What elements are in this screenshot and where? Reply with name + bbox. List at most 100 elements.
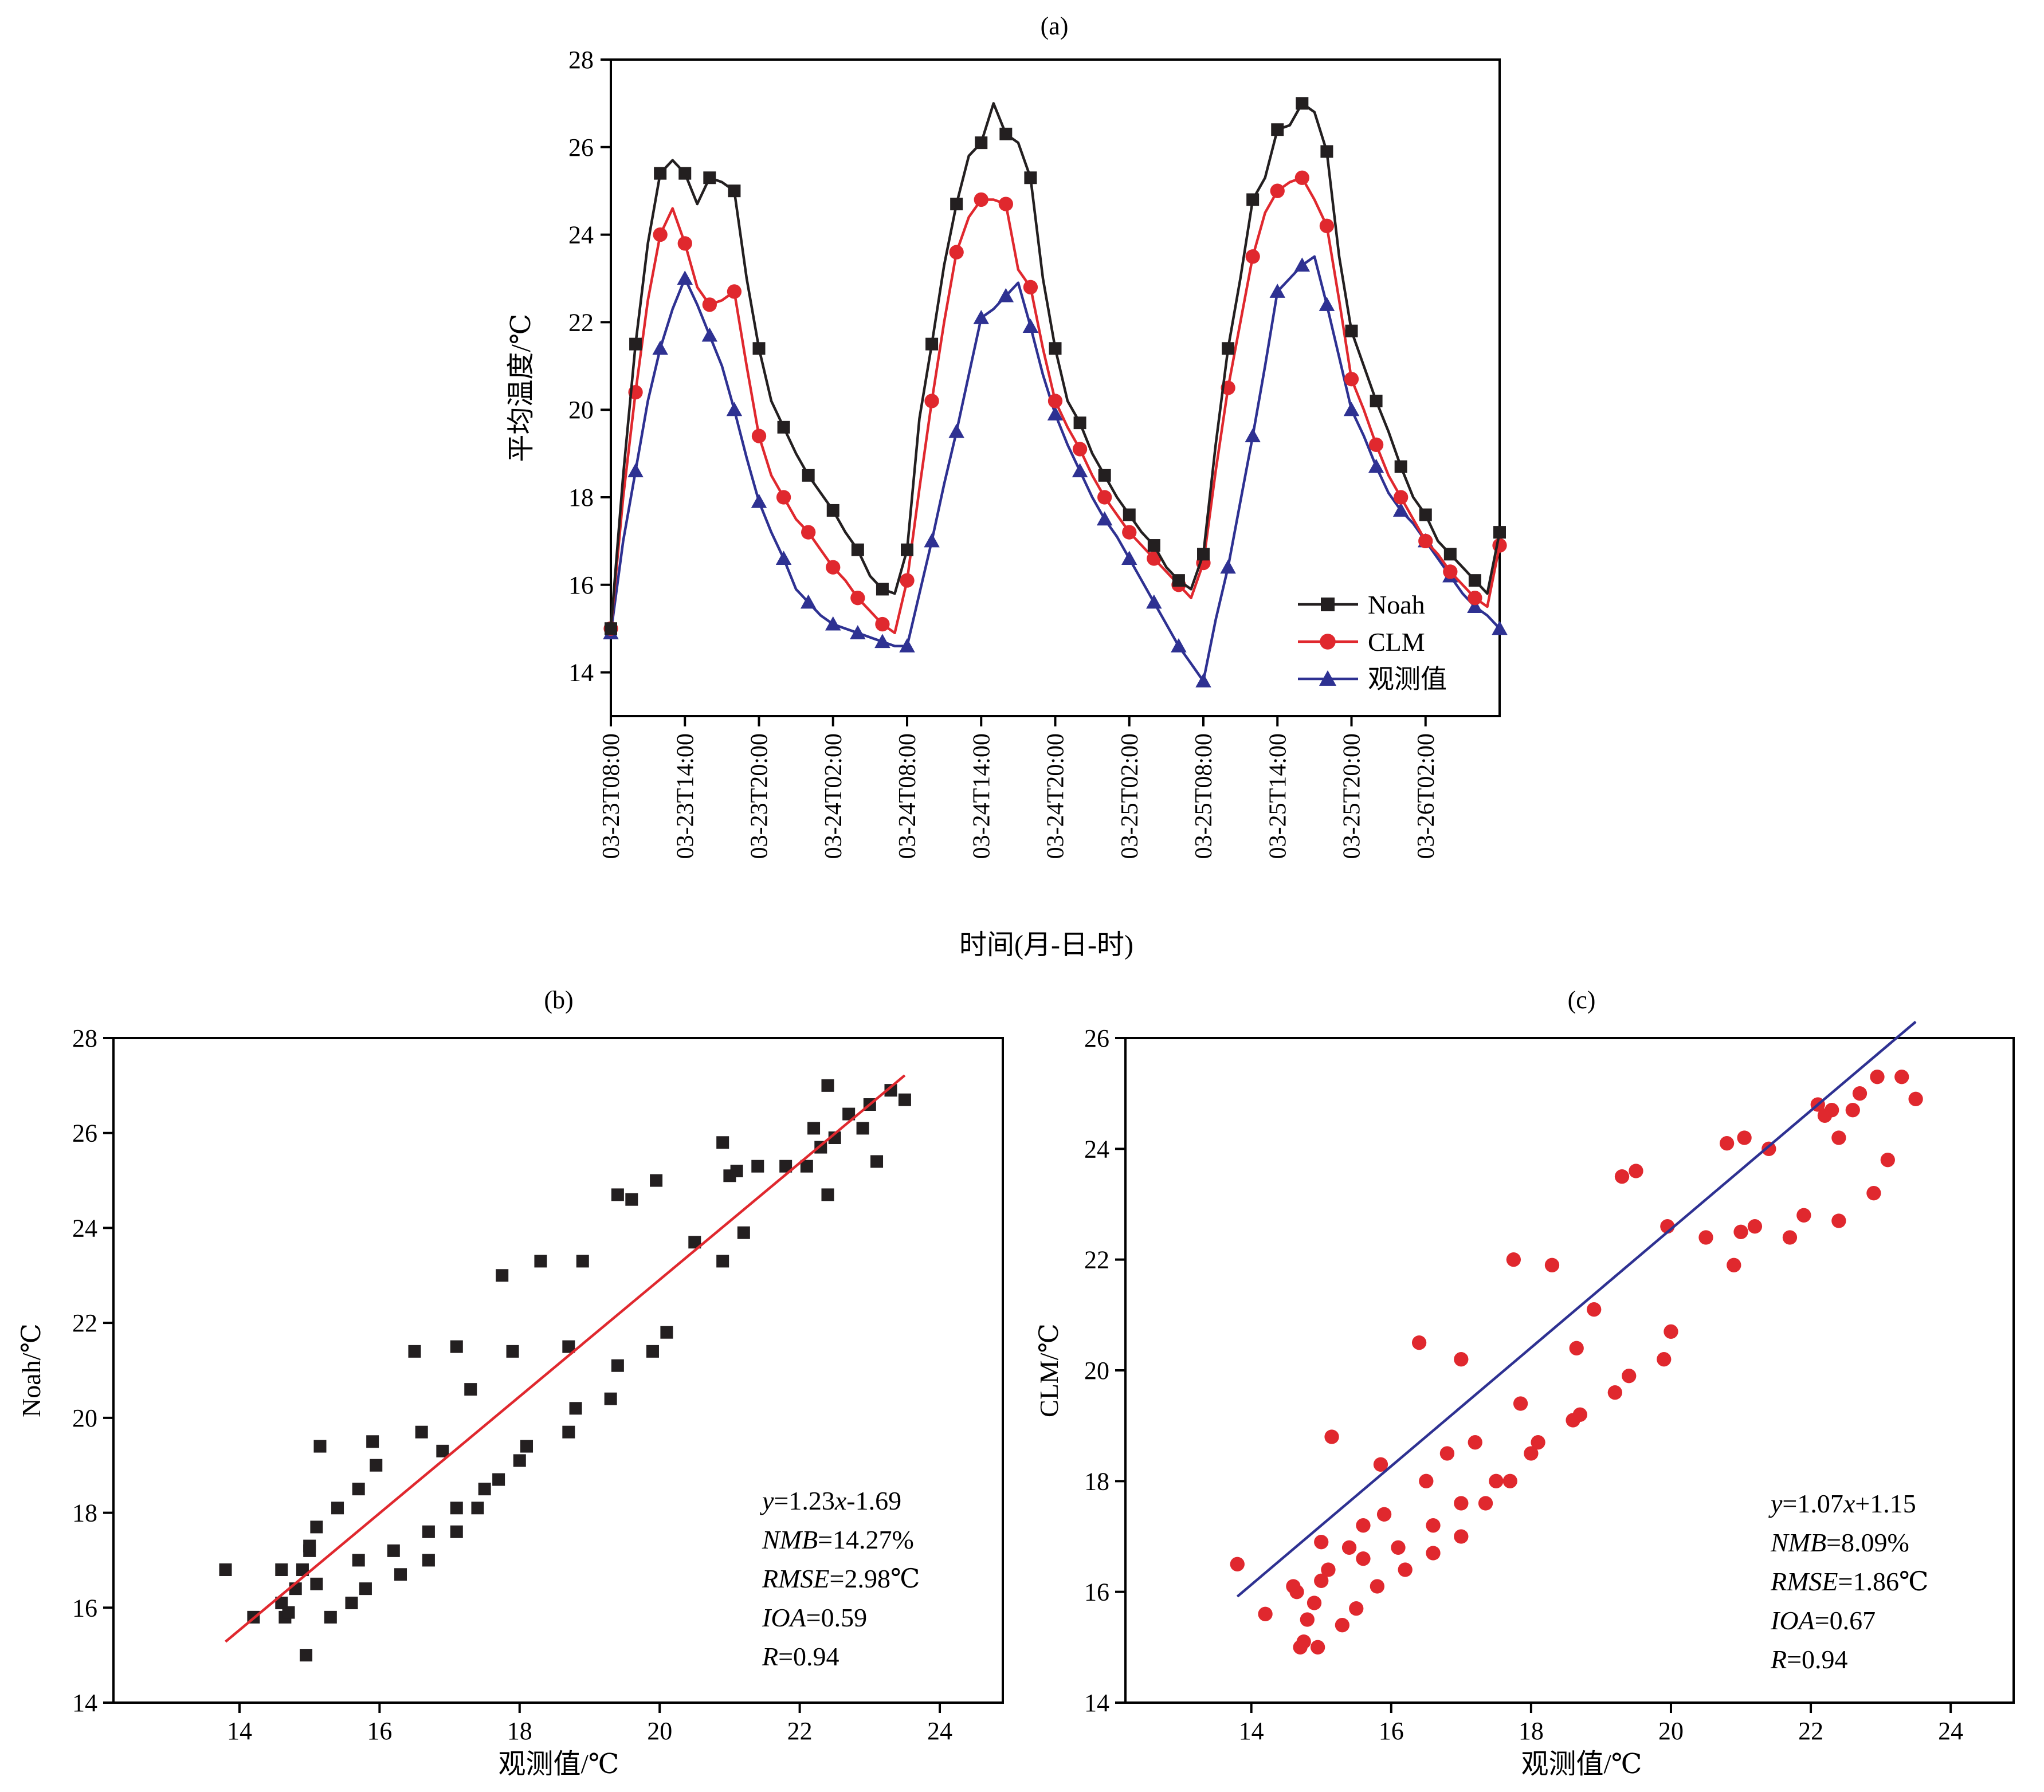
data-point-square: [1468, 574, 1481, 587]
data-point-square: [876, 583, 889, 596]
data-point-triangle: [677, 270, 693, 285]
y-tick-label-a: 20: [568, 396, 594, 424]
scatter-point: [1870, 1070, 1885, 1084]
data-point-square: [1419, 508, 1432, 521]
scatter-point: [352, 1554, 365, 1567]
x-tick-label: 20: [647, 1717, 672, 1745]
scatter-point: [1569, 1341, 1584, 1355]
data-point-circle: [1047, 394, 1063, 408]
data-point-square: [1147, 539, 1160, 552]
scatter-point: [1324, 1429, 1339, 1444]
panel-c-clm-scatter: (c) 14 16 18 20 22 24 26 14 16 18 20 22 24 CLM/℃ 观测值…: [1034, 986, 2015, 1779]
data-point-triangle: [1368, 458, 1384, 473]
scatter-point: [1426, 1518, 1441, 1533]
scatter-point: [898, 1093, 911, 1106]
panel-b-title: (b): [544, 986, 573, 1014]
scatter-point: [492, 1473, 505, 1486]
data-point-square: [925, 337, 939, 351]
data-point-triangle: [1343, 402, 1360, 416]
panel-a-timeseries: (a) 14 16 18 20 22 24 26 28 03-23T08:00 03-23T14:…: [506, 12, 1508, 960]
data-point-square: [1024, 171, 1037, 184]
data-point-square: [1296, 97, 1309, 110]
scatter-point: [1524, 1446, 1539, 1461]
y-tick-label: 20: [72, 1404, 97, 1432]
data-point-triangle: [825, 616, 841, 631]
x-tick-label: 14: [1239, 1717, 1264, 1745]
data-point-square: [1271, 123, 1284, 136]
scatter-point: [1513, 1396, 1528, 1411]
panel-c-stats: y=1.07x+1.15 NMB=8.09% RMSE=1.86℃ IOA=0.…: [1768, 1489, 1928, 1674]
data-point-triangle: [1121, 551, 1137, 565]
x-tick-label: 16: [1379, 1717, 1404, 1745]
x-tick-label-a: 03-26T02:00: [1413, 733, 1439, 859]
scatter-point: [576, 1255, 589, 1268]
data-point-circle: [1443, 564, 1458, 579]
panel-c-stat-ioa: IOA=0.67: [1770, 1606, 1876, 1635]
x-tick-label: 18: [507, 1717, 532, 1745]
scatter-point: [310, 1577, 323, 1590]
scatter-point: [1531, 1435, 1545, 1450]
data-point-triangle: [800, 594, 817, 609]
data-point-circle: [1468, 591, 1482, 606]
data-point-triangle: [627, 463, 644, 478]
y-tick-label: 26: [72, 1119, 97, 1147]
x-tick-label: 16: [367, 1717, 392, 1745]
y-tick-label: 22: [1084, 1246, 1109, 1274]
scatter-point: [1230, 1557, 1245, 1571]
data-point-triangle: [1195, 673, 1211, 687]
data-point-triangle: [948, 423, 964, 438]
data-point-circle: [1122, 525, 1137, 540]
y-tick-label: 26: [1084, 1024, 1109, 1052]
scatter-point: [1478, 1496, 1493, 1511]
y-tick-label-a: 22: [568, 308, 594, 336]
data-point-triangle: [1072, 463, 1088, 478]
scatter-point: [688, 1236, 701, 1249]
scatter-point: [856, 1122, 869, 1135]
panel-b-stat-ioa: IOA=0.59: [762, 1603, 867, 1632]
scatter-point: [478, 1483, 491, 1496]
panel-c-stat-r: R=0.94: [1770, 1645, 1848, 1674]
scatter-point: [821, 1079, 834, 1092]
data-point-circle: [1368, 437, 1384, 452]
data-point-triangle: [1245, 428, 1261, 443]
x-tick-label: 18: [1519, 1717, 1544, 1745]
scatter-point: [1761, 1141, 1776, 1156]
scatter-point: [870, 1155, 884, 1168]
data-point-square: [1345, 324, 1358, 337]
scatter-point: [1376, 1507, 1392, 1522]
data-point-square: [1394, 460, 1407, 473]
scatter-point: [1454, 1496, 1469, 1511]
scatter-point: [611, 1359, 624, 1372]
data-point-triangle: [652, 340, 668, 355]
scatter-point: [450, 1525, 463, 1538]
data-point-square: [999, 127, 1013, 140]
panel-a-title: (a): [1041, 12, 1069, 40]
y-tick-label-a: 16: [568, 571, 594, 599]
scatter-point: [1439, 1446, 1455, 1461]
scatter-point: [1300, 1612, 1315, 1627]
data-point-square: [1049, 342, 1062, 355]
data-point-square: [777, 421, 790, 434]
scatter-point: [408, 1345, 421, 1358]
scatter-point: [1852, 1086, 1868, 1101]
data-point-square: [728, 184, 741, 198]
data-point-circle: [1270, 183, 1285, 198]
scatter-point: [1289, 1585, 1304, 1600]
scatter-point: [303, 1539, 316, 1553]
scatter-point: [422, 1554, 435, 1567]
data-point-circle: [826, 560, 841, 575]
data-point-circle: [850, 591, 865, 606]
scatter-point: [345, 1597, 358, 1609]
data-point-triangle: [1492, 620, 1508, 635]
panel-b-ylabel: Noah/℃: [17, 1323, 46, 1417]
scatter-point: [646, 1345, 659, 1358]
scatter-point: [436, 1444, 449, 1457]
scatter-point: [450, 1340, 463, 1353]
scatter-point: [751, 1160, 764, 1173]
data-point-square: [1222, 342, 1235, 355]
scatter-point: [450, 1502, 463, 1515]
data-point-triangle: [726, 402, 743, 416]
data-point-circle: [751, 429, 767, 443]
scatter-point: [1310, 1640, 1325, 1655]
scatter-point: [1782, 1230, 1798, 1245]
